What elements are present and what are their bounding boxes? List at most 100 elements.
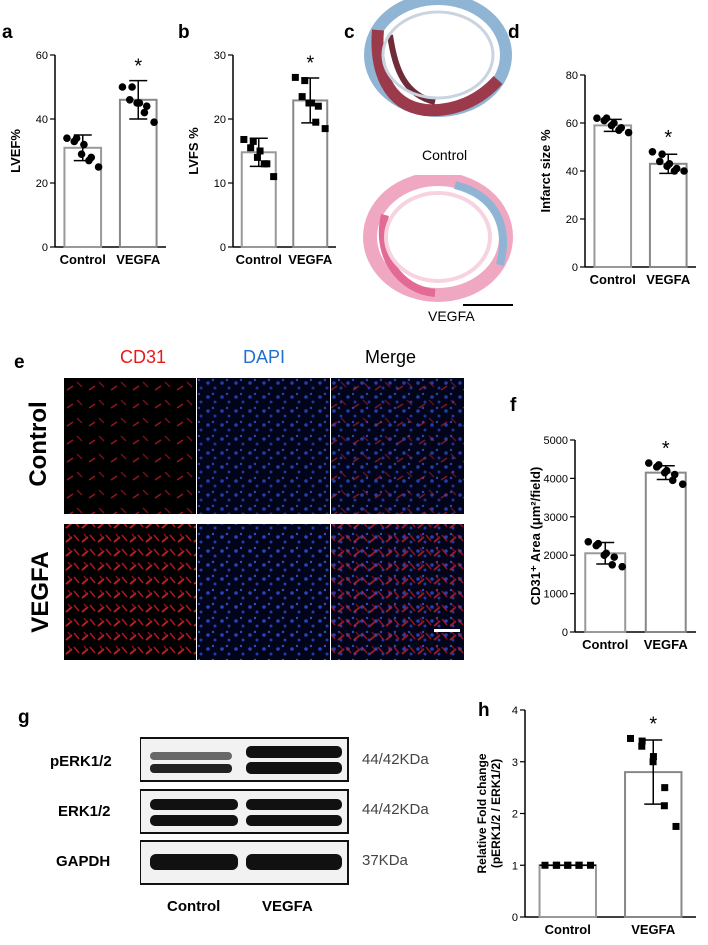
category-label: VEGFA bbox=[631, 922, 676, 937]
y-tick-label: 0 bbox=[42, 242, 48, 254]
data-point bbox=[638, 742, 646, 750]
significance-star: * bbox=[662, 438, 670, 460]
data-point bbox=[663, 162, 671, 170]
panel-label-a: a bbox=[2, 22, 13, 43]
micrograph-vegfa-merge bbox=[331, 524, 464, 660]
data-point bbox=[587, 861, 595, 869]
y-tick-label: 40 bbox=[566, 166, 578, 178]
significance-star: * bbox=[664, 127, 672, 149]
bar-control bbox=[538, 864, 597, 918]
data-point bbox=[260, 160, 268, 168]
bar-vegfa bbox=[648, 162, 688, 268]
category-label: VEGFA bbox=[646, 272, 691, 287]
data-point bbox=[575, 861, 583, 869]
data-point bbox=[133, 99, 141, 107]
data-point bbox=[648, 148, 657, 156]
data-point bbox=[626, 734, 634, 742]
scale-bar-micrograph bbox=[434, 629, 460, 632]
data-point bbox=[658, 150, 666, 158]
heart-section-control bbox=[364, 0, 512, 117]
blot-perk bbox=[140, 737, 349, 782]
y-tick-label: 5000 bbox=[544, 435, 568, 447]
panel-label-h: h bbox=[478, 700, 490, 721]
data-point bbox=[305, 99, 313, 107]
y-tick-label: 0 bbox=[572, 262, 578, 274]
y-tick-label: 2000 bbox=[544, 550, 568, 562]
bar-vegfa bbox=[118, 98, 158, 248]
y-tick-label: 20 bbox=[214, 114, 226, 126]
category-label: VEGFA bbox=[288, 252, 333, 267]
data-point bbox=[668, 476, 677, 485]
data-point bbox=[80, 140, 88, 149]
micrograph-control-dapi bbox=[197, 378, 330, 514]
heart-section-vegfa bbox=[363, 175, 513, 302]
y-tick-label: 4000 bbox=[544, 473, 568, 485]
micrograph-control-merge bbox=[331, 378, 464, 514]
bar-vegfa bbox=[292, 99, 329, 248]
data-point bbox=[77, 150, 86, 158]
y-tick-label: 1000 bbox=[544, 589, 568, 601]
blot-erk bbox=[140, 789, 349, 834]
y-axis-label: Infarct size % bbox=[538, 129, 553, 213]
wb-label-erk: ERK1/2 bbox=[58, 803, 111, 820]
data-point bbox=[150, 118, 158, 126]
bar-control bbox=[240, 151, 277, 248]
y-tick-label: 4 bbox=[512, 705, 518, 717]
row-label-vegfa: VEGFA bbox=[27, 551, 54, 633]
histology-control-label: Control bbox=[422, 147, 468, 163]
data-point bbox=[600, 116, 609, 125]
y-axis-label: Relative Fold change(pERK1/2 / ERK1/2) bbox=[475, 753, 503, 873]
wb-lane-vegfa: VEGFA bbox=[262, 898, 313, 915]
data-point bbox=[291, 73, 299, 81]
chart-d: 0 20 40 60 80 Infarct size % Control VEGFA * bbox=[538, 70, 696, 287]
row-label-control: Control bbox=[25, 401, 52, 487]
data-point bbox=[670, 470, 679, 479]
data-point bbox=[256, 147, 264, 155]
data-point bbox=[680, 167, 688, 175]
data-point bbox=[142, 102, 151, 110]
y-tick-label: 3000 bbox=[544, 512, 568, 524]
data-point bbox=[70, 137, 79, 146]
y-tick-label: 0 bbox=[220, 242, 226, 254]
blot-gapdh bbox=[140, 840, 349, 885]
chart-a: 0 20 40 60 LVEF% Control VEGFA * bbox=[8, 50, 166, 267]
data-point bbox=[94, 163, 103, 171]
wb-label-perk: pERK1/2 bbox=[50, 753, 112, 770]
channel-title-merge: Merge bbox=[365, 347, 417, 367]
wb-size-erk: 44/42KDa bbox=[362, 801, 429, 818]
data-point bbox=[128, 83, 136, 91]
y-tick-label: 60 bbox=[36, 50, 48, 62]
y-tick-label: 20 bbox=[36, 178, 48, 190]
micrograph-vegfa-dapi bbox=[197, 524, 330, 660]
data-point bbox=[247, 144, 255, 152]
category-label: Control bbox=[582, 637, 628, 652]
data-point bbox=[118, 83, 127, 91]
y-tick-label: 0 bbox=[512, 912, 518, 924]
data-point bbox=[670, 167, 679, 175]
wb-label-gapdh: GAPDH bbox=[56, 853, 111, 870]
data-point bbox=[63, 134, 71, 142]
data-point bbox=[649, 758, 657, 766]
significance-star: * bbox=[134, 56, 142, 78]
wb-lane-control: Control bbox=[167, 898, 221, 915]
data-point bbox=[660, 802, 668, 810]
y-tick-label: 80 bbox=[566, 70, 578, 82]
data-point bbox=[672, 822, 680, 830]
data-point bbox=[240, 135, 248, 143]
wb-size-gapdh: 37KDa bbox=[362, 852, 408, 869]
category-label: Control bbox=[545, 922, 591, 937]
data-point bbox=[249, 137, 257, 145]
data-point bbox=[655, 157, 664, 166]
data-point bbox=[85, 156, 93, 165]
data-point bbox=[678, 480, 687, 488]
panel-label-d: d bbox=[508, 22, 520, 43]
data-point bbox=[552, 861, 560, 869]
data-point bbox=[618, 562, 627, 571]
data-point bbox=[321, 125, 329, 133]
data-point bbox=[600, 551, 609, 559]
category-label: VEGFA bbox=[644, 637, 689, 652]
y-tick-label: 10 bbox=[214, 178, 226, 190]
bar-control bbox=[63, 146, 103, 248]
chart-h: 0 1 2 3 4 Relative Fold change(pERK1/2 / ERK1… bbox=[475, 705, 696, 937]
data-point bbox=[638, 737, 646, 745]
